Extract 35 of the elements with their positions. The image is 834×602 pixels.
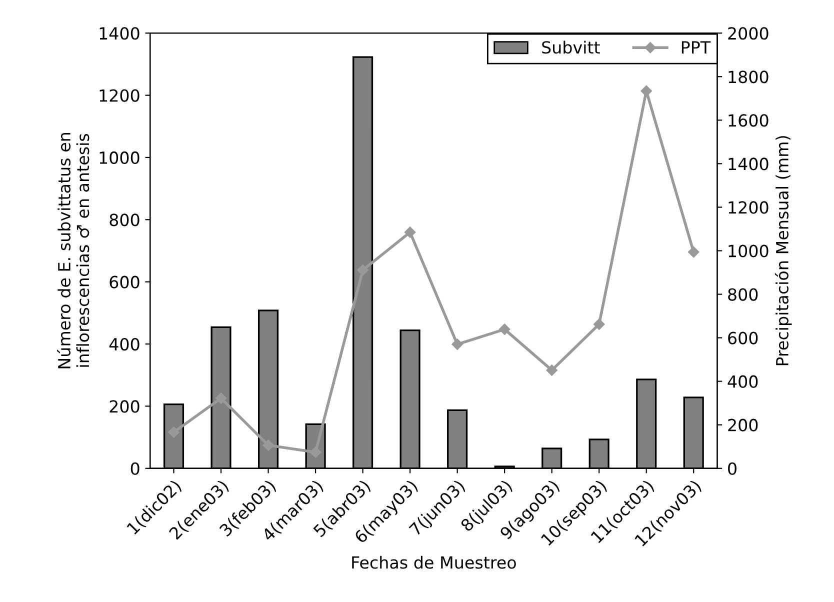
y-tick-label: 1200 [100, 89, 140, 102]
x-axis-title: Fechas de Muestreo [352, 556, 516, 569]
y-tick-label: 0 [130, 462, 140, 475]
y-tick-label: 1000 [100, 151, 140, 164]
y2-tick-label: 2000 [728, 27, 768, 40]
y2-tick-label: 800 [728, 288, 758, 301]
legend-label: PPT [682, 41, 711, 54]
point [546, 364, 558, 376]
y2-tick-label: 1400 [728, 158, 768, 170]
y2-tick-label: 1200 [728, 201, 768, 214]
point [593, 318, 605, 330]
y2-tick-label: 400 [728, 375, 758, 388]
point [357, 264, 368, 276]
y-tick-label: 800 [110, 214, 140, 226]
point [688, 246, 700, 258]
y-tick-label: 1400 [100, 27, 140, 40]
y2-tick-label: 1000 [728, 244, 768, 258]
y2-tick-label: 1800 [728, 70, 768, 84]
legend-label: Subvitt [542, 40, 600, 54]
y-axis-title: Número de E. subvittatus en inflorescencias ♂ en antesis [56, 133, 90, 368]
point [168, 426, 180, 438]
y2-tick-label: 0 [728, 462, 736, 475]
point [215, 392, 227, 404]
point [310, 446, 322, 458]
point [262, 440, 274, 451]
y-tick-label: 400 [109, 338, 140, 351]
point [404, 226, 416, 238]
y2-tick-label: 1600 [728, 114, 768, 127]
y2-tick-label: 600 [728, 332, 758, 344]
point [498, 324, 510, 335]
y-tick-label: 200 [110, 400, 140, 413]
point [452, 338, 463, 350]
y-tick-label: 600 [110, 276, 140, 288]
y2-axis-title: Precipitación Mensual (mm) [774, 136, 792, 366]
y2-tick-label: 200 [728, 418, 758, 432]
